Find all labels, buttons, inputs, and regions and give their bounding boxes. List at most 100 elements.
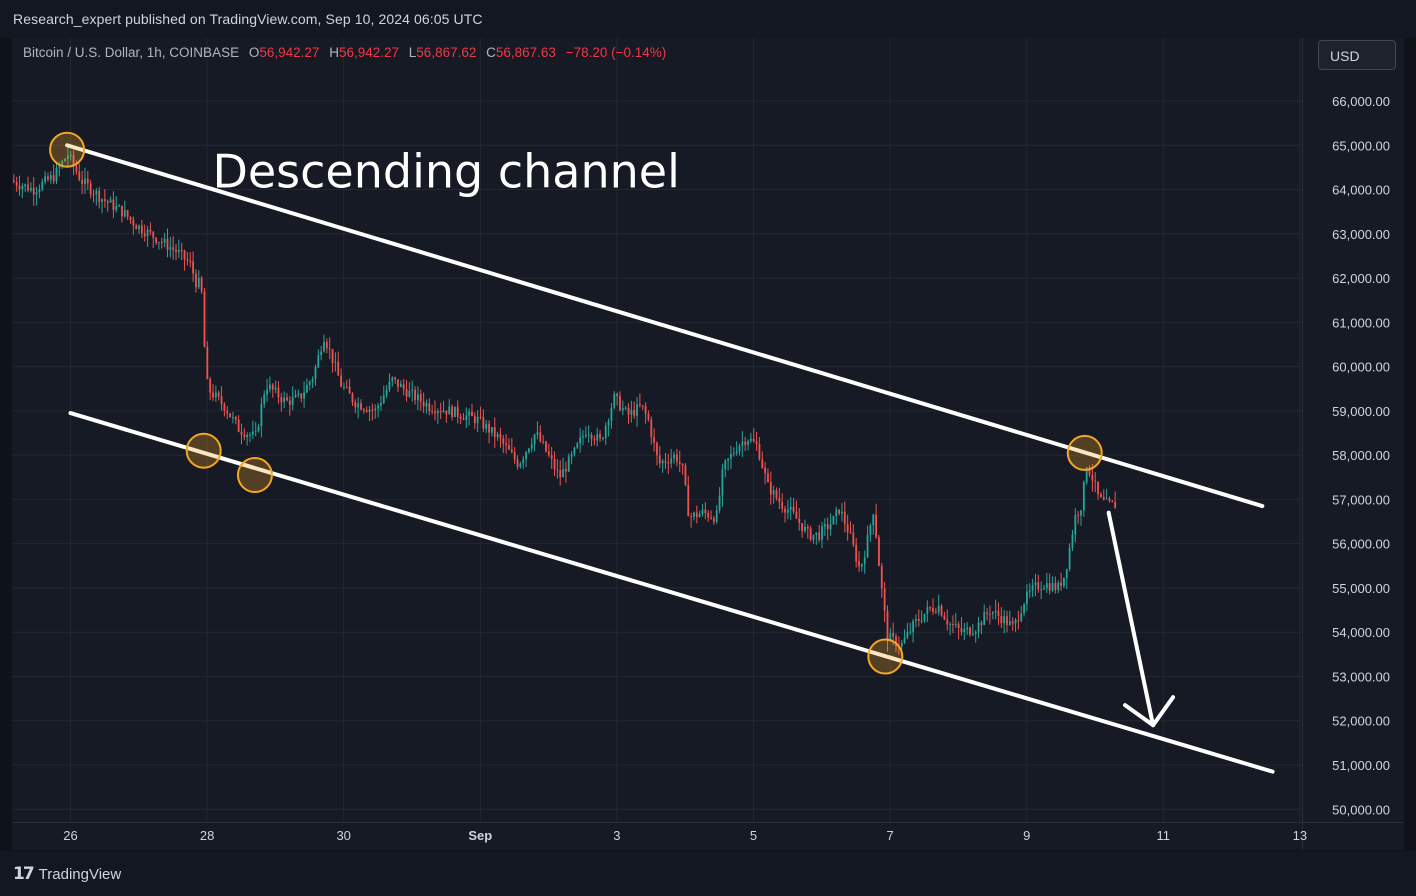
- candle-body: [915, 618, 917, 622]
- candle-body: [712, 518, 715, 522]
- candle-body: [647, 413, 650, 420]
- candle-body: [1071, 534, 1074, 548]
- price-chart[interactable]: 66,000.00 65,000.00 64,000.00 63,000.00 62,0…: [12, 38, 1404, 850]
- symbol-name: Bitcoin / U.S. Dollar, 1h, COINBASE: [23, 45, 240, 60]
- candle-body: [1114, 501, 1117, 509]
- candle-body: [101, 199, 103, 202]
- candle-body: [656, 442, 658, 456]
- candle-body: [92, 194, 95, 196]
- close-key: C: [486, 45, 496, 60]
- candle-body: [621, 408, 624, 411]
- forecast-arrow-head: [1123, 695, 1176, 728]
- candle-body: [257, 426, 260, 432]
- candle-body: [482, 416, 485, 429]
- time-tick-label: 28: [200, 828, 214, 843]
- candle-body: [883, 588, 886, 612]
- candle-body: [314, 367, 317, 380]
- candle-body: [912, 621, 914, 632]
- candle-body: [681, 463, 684, 466]
- candle-body: [78, 171, 81, 180]
- candle-body: [1105, 498, 1108, 500]
- candle-body: [200, 277, 203, 292]
- candle-body: [15, 181, 18, 186]
- candle-body: [826, 524, 829, 530]
- candle-body: [769, 482, 772, 495]
- candle-body: [823, 524, 826, 527]
- candle-body: [328, 348, 331, 350]
- candle-body: [900, 642, 903, 647]
- candle-body: [163, 238, 166, 243]
- candle-body: [1048, 583, 1051, 591]
- candle-body: [411, 389, 414, 391]
- candle-body: [624, 407, 627, 409]
- candle-body: [576, 443, 579, 448]
- candle-body: [633, 409, 636, 416]
- candle-body: [123, 210, 126, 217]
- candle-body: [382, 395, 385, 403]
- candle-body: [932, 608, 934, 612]
- candle-body: [175, 249, 177, 252]
- price-tick-label: 53,000.00: [1332, 669, 1390, 684]
- candle-body: [291, 396, 294, 405]
- candle-body: [974, 632, 977, 634]
- candle-body: [804, 526, 806, 532]
- currency-button[interactable]: USD: [1318, 40, 1396, 70]
- candle-body: [425, 403, 428, 407]
- candle-body: [741, 441, 744, 446]
- candle-body: [89, 183, 92, 195]
- candle-body: [1045, 583, 1048, 589]
- open-value: 56,942.27: [259, 45, 320, 60]
- chart-frame[interactable]: 66,000.00 65,000.00 64,000.00 63,000.00 62,0…: [12, 38, 1404, 850]
- candle-body: [1026, 591, 1028, 605]
- candle-body: [325, 341, 328, 349]
- touch-point-marker: [867, 638, 904, 675]
- candle-body: [718, 495, 721, 511]
- tradingview-brand[interactable]: 17 TradingView: [13, 864, 121, 884]
- candle-body: [855, 544, 858, 562]
- candle-body: [704, 509, 707, 513]
- candle-body: [1102, 497, 1105, 500]
- candle-body: [280, 397, 283, 403]
- footer: [0, 851, 1416, 896]
- candle-body: [809, 528, 812, 540]
- candle-body: [158, 242, 160, 244]
- candle-body: [653, 437, 656, 443]
- candle-body: [408, 390, 411, 397]
- candle-body: [32, 187, 35, 195]
- candle-body: [27, 184, 29, 191]
- candle-body: [986, 612, 988, 614]
- candle-body: [195, 273, 197, 288]
- candle-body: [565, 468, 567, 472]
- candle-body: [710, 517, 712, 519]
- candle-body: [550, 455, 553, 459]
- candle-body: [229, 413, 231, 418]
- candle-body: [44, 176, 47, 182]
- time-tick-label: 11: [1157, 828, 1171, 843]
- price-tick-label: 65,000.00: [1332, 138, 1390, 153]
- candle-body: [1037, 582, 1040, 590]
- candle-body: [476, 416, 479, 424]
- candle-body: [644, 406, 647, 414]
- candle-body: [84, 178, 86, 185]
- candle-body: [812, 534, 815, 540]
- candle-body: [675, 454, 678, 462]
- candle-body: [530, 444, 533, 449]
- candle-body: [590, 434, 593, 439]
- candle-body: [380, 402, 382, 406]
- candle-body: [536, 432, 539, 435]
- candle-body: [348, 386, 351, 394]
- candle-body: [636, 404, 638, 416]
- candle-body: [1063, 577, 1065, 586]
- candle-body: [567, 456, 570, 472]
- candle-body: [269, 384, 271, 390]
- candle-body: [1068, 547, 1071, 570]
- candle-body: [937, 605, 940, 613]
- candle-body: [399, 384, 402, 387]
- candle-body: [630, 409, 633, 415]
- candle-body: [197, 277, 200, 288]
- candle-body: [502, 438, 505, 444]
- candle-body: [934, 611, 937, 613]
- candle-body: [38, 189, 41, 192]
- candle-body: [963, 629, 966, 632]
- candle-body: [778, 497, 781, 503]
